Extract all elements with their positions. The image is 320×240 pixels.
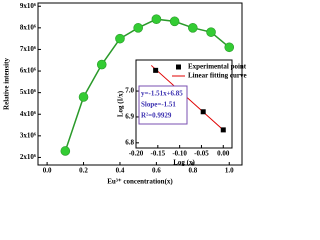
x-tick-label: -0.10 [172, 150, 187, 158]
x-axis-label: Log (x) [173, 159, 195, 167]
x-axis-label: Eu³⁺ concentration(x) [107, 178, 173, 186]
x-tick-label: 0.2 [79, 167, 88, 175]
x-tick-label: 1.0 [225, 167, 234, 175]
y-tick-label: 6.8 [125, 138, 134, 146]
data-point [169, 16, 180, 27]
fit-line [150, 65, 226, 133]
data-point [188, 23, 198, 33]
y-tick-label: 2x10⁶ [20, 153, 36, 161]
x-tick-label: 0.00 [217, 150, 230, 158]
y-tick-label: 8x10⁶ [20, 23, 36, 31]
annotation: Slope=-1.51 [141, 101, 176, 109]
data-point [96, 59, 107, 70]
x-tick-label: -0.15 [151, 150, 166, 158]
y-tick-label: 7.0 [125, 87, 134, 95]
annotation: R²=0.9929 [141, 112, 172, 120]
data-point [153, 67, 159, 73]
legend-label: Experimental point [188, 63, 247, 71]
y-tick-label: 6.9 [125, 113, 134, 121]
data-point [60, 146, 71, 156]
x-tick-label: 0.4 [116, 167, 125, 175]
y-tick-label: 3x10⁶ [20, 131, 36, 139]
y-tick-label: 5x10⁶ [20, 88, 36, 96]
data-point [151, 14, 162, 25]
data-point [220, 127, 226, 133]
legend-marker [176, 64, 181, 70]
annotation-box [138, 85, 188, 125]
y-tick-label: 9x10⁶ [20, 2, 36, 10]
x-tick-label: -0.05 [194, 150, 209, 158]
y-tick-label: 4x10⁶ [20, 110, 36, 118]
data-point [200, 109, 206, 115]
x-tick-label: -0.20 [129, 150, 144, 158]
y-tick-label: 6x10⁶ [20, 67, 36, 75]
y-axis-label: Log (I/x) [117, 90, 125, 117]
data-point [133, 23, 143, 33]
y-axis-label: Relative intensity [3, 58, 11, 110]
data-point [115, 33, 125, 44]
annotation: y=-1.51x+6.85 [141, 90, 183, 98]
x-tick-label: 0.6 [152, 167, 161, 175]
data-point [224, 42, 235, 53]
data-point [206, 27, 216, 37]
x-tick-label: 0.8 [188, 167, 197, 175]
y-tick-label: 7x10⁶ [20, 45, 36, 53]
x-tick-label: 0.0 [43, 167, 52, 175]
data-point [78, 92, 89, 102]
data-line [64, 18, 230, 152]
chart: 0.0 0.2 0.4 0.6 0.8 1.0 2x10⁶ 3x10⁶ 4x10⁶ 5x10⁶ 6x… [3, 2, 247, 186]
legend-label: Linear fitting curve [188, 72, 247, 80]
